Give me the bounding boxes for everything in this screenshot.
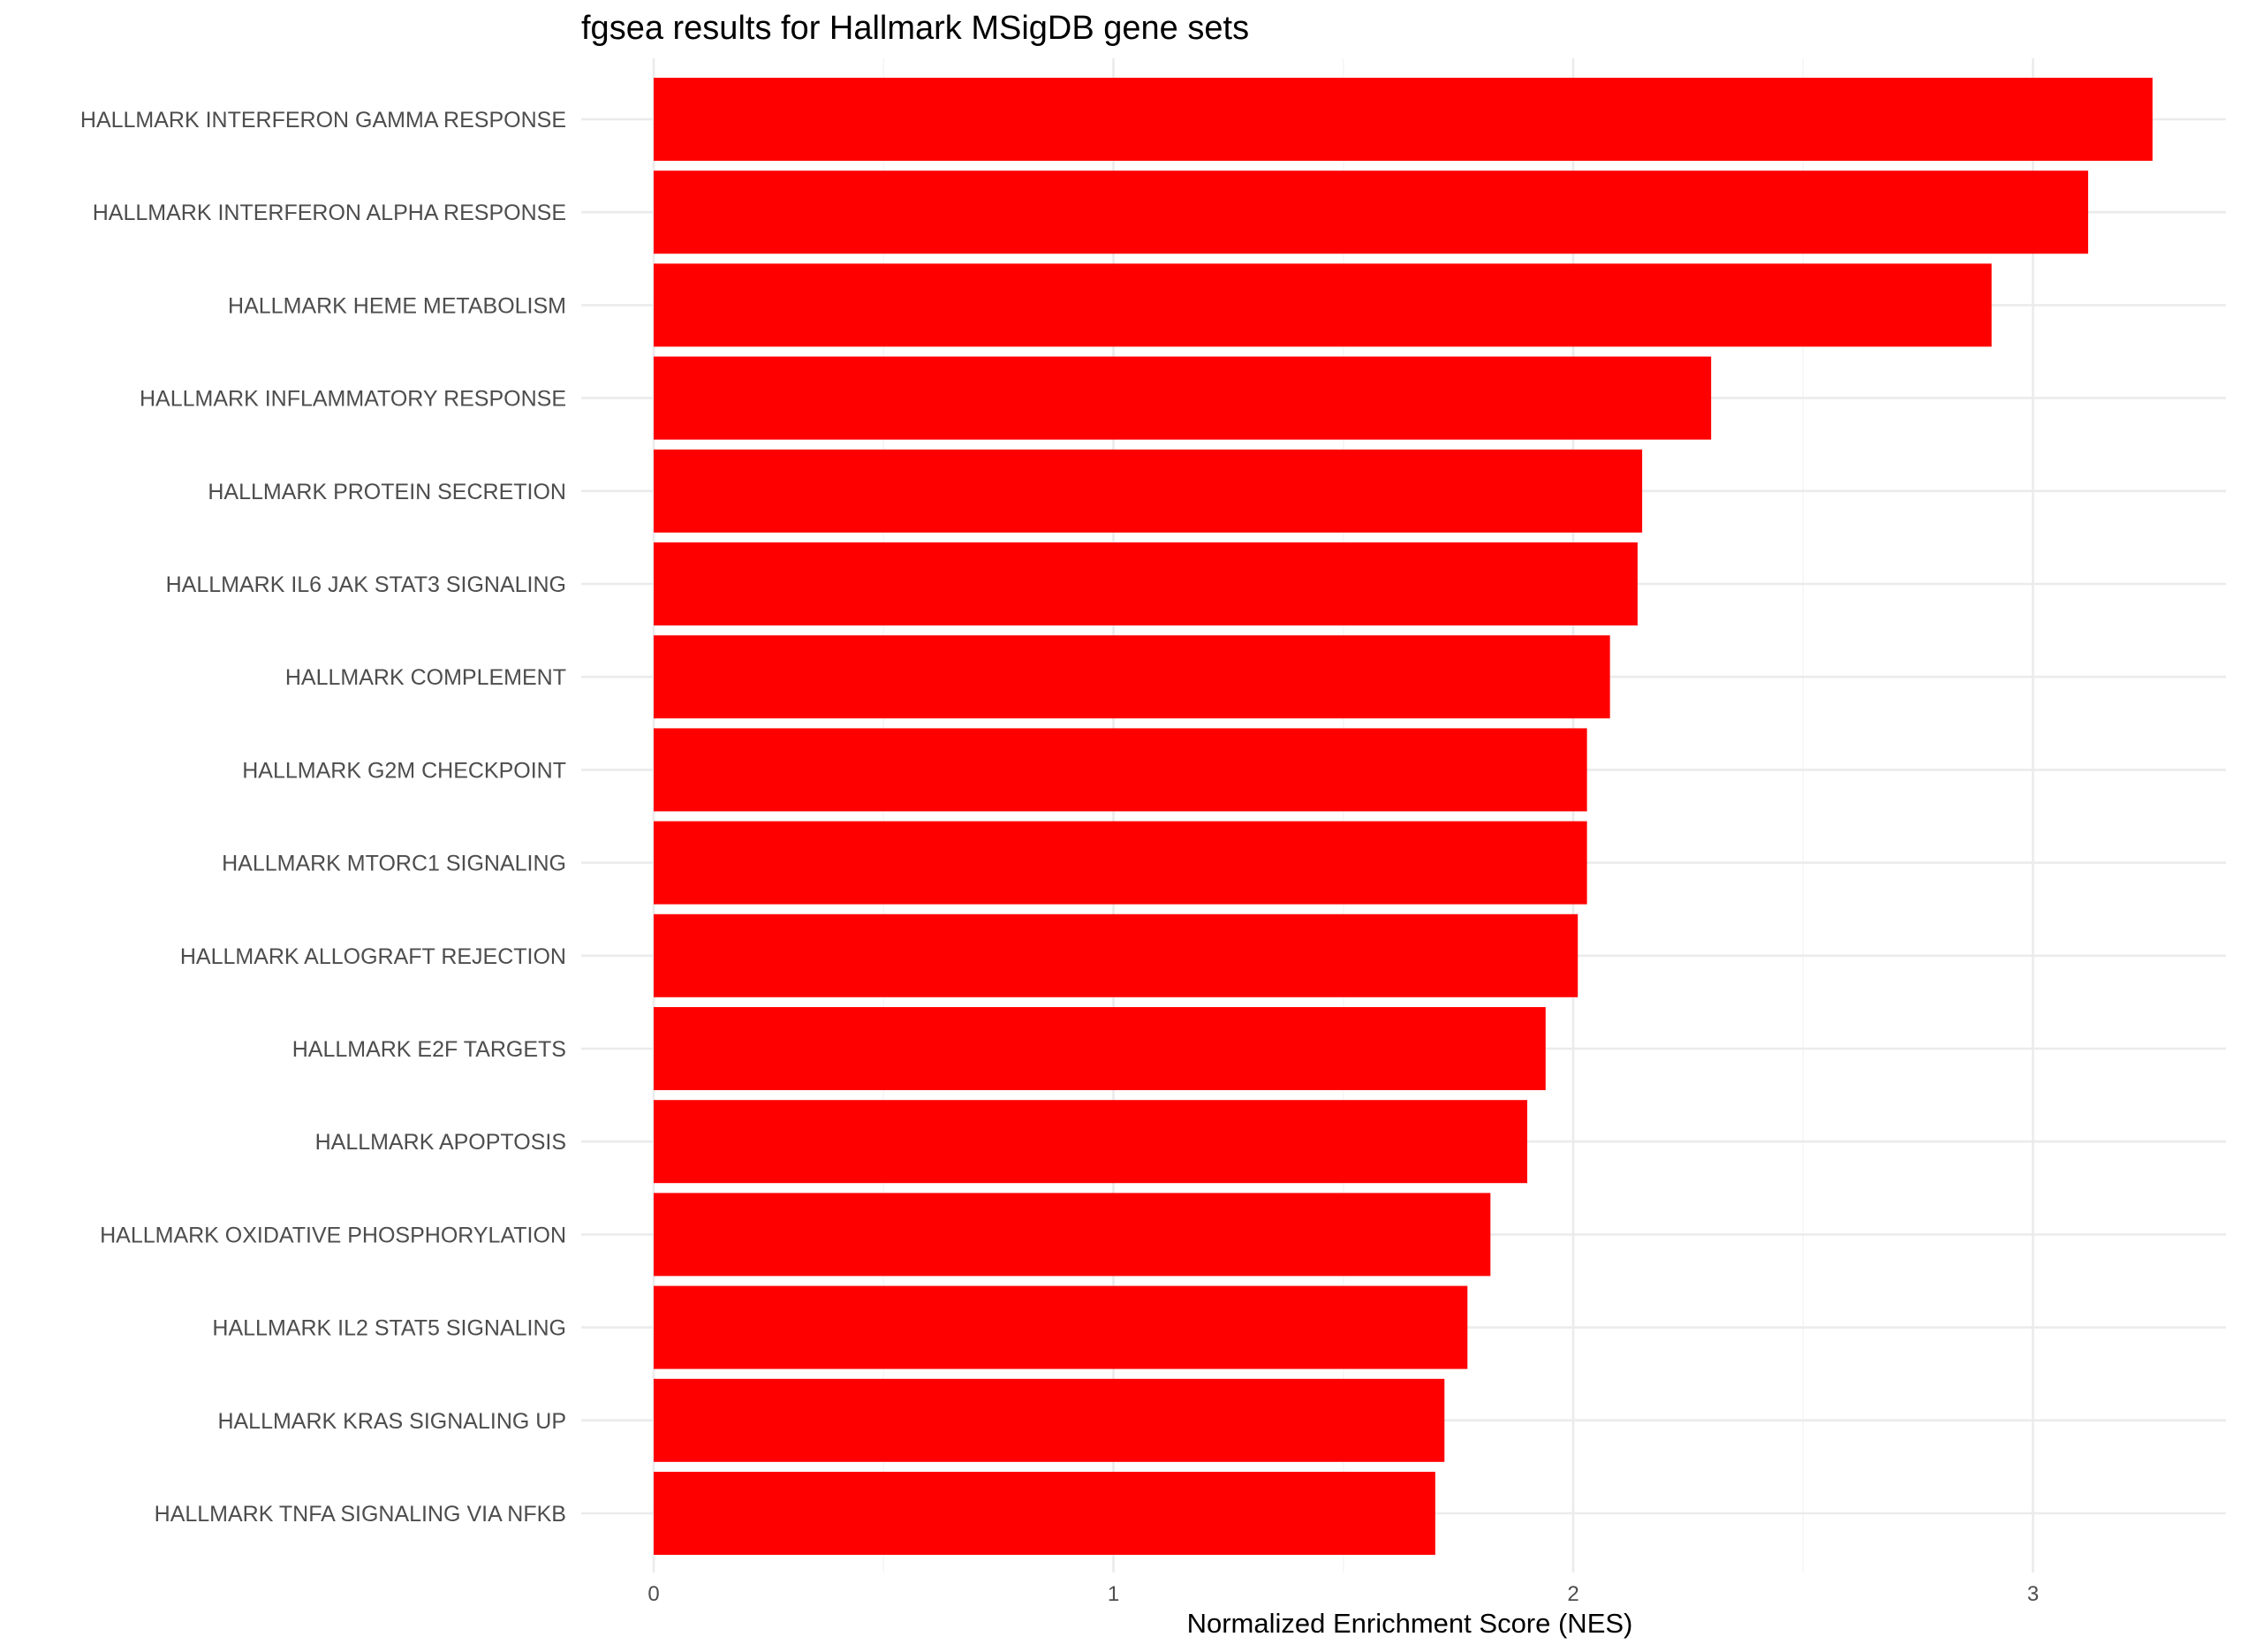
bar-9 (654, 913, 1579, 997)
category-label-14: HALLMARK KRAS SIGNALING UP (217, 1409, 566, 1434)
bar-1 (654, 171, 2088, 254)
category-label-13: HALLMARK IL2 STAT5 SIGNALING (212, 1316, 566, 1341)
category-labels: HALLMARK INTERFERON GAMMA RESPONSE HALLMA… (80, 108, 566, 1527)
category-label-2: HALLMARK HEME METABOLISM (228, 293, 566, 318)
category-label-12: HALLMARK OXIDATIVE PHOSPHORYLATION (100, 1223, 566, 1247)
bar-3 (654, 356, 1712, 440)
category-label-0: HALLMARK INTERFERON GAMMA RESPONSE (80, 108, 566, 133)
bar-4 (654, 449, 1643, 533)
category-label-8: HALLMARK MTORC1 SIGNALING (222, 852, 566, 876)
category-label-1: HALLMARK INTERFERON ALPHA RESPONSE (93, 201, 566, 225)
bar-11 (654, 1100, 1527, 1184)
bar-6 (654, 635, 1610, 719)
bar-5 (654, 542, 1638, 625)
bar-10 (654, 1007, 1546, 1090)
bars (654, 78, 2153, 1555)
x-axis-title: Normalized Enrichment Score (NES) (1187, 1608, 1633, 1639)
x-tick-label-1: 1 (1108, 1582, 1119, 1606)
category-label-4: HALLMARK PROTEIN SECRETION (208, 480, 566, 504)
bar-7 (654, 728, 1587, 812)
x-tick-label-0: 0 (647, 1582, 659, 1606)
bar-12 (654, 1193, 1491, 1277)
bar-14 (654, 1378, 1445, 1462)
x-tick-labels: 0 1 2 3 (647, 1582, 2039, 1606)
x-tick-label-3: 3 (2027, 1582, 2039, 1606)
category-label-5: HALLMARK IL6 JAK STAT3 SIGNALING (166, 572, 566, 597)
x-tick-label-2: 2 (1567, 1582, 1579, 1606)
category-label-15: HALLMARK TNFA SIGNALING VIA NFKB (155, 1502, 566, 1527)
chart-title: fgsea results for Hallmark MSigDB gene s… (581, 10, 1249, 47)
bar-2 (654, 263, 1992, 347)
category-label-6: HALLMARK COMPLEMENT (285, 665, 566, 690)
bar-8 (654, 821, 1587, 905)
bar-13 (654, 1285, 1468, 1369)
bar-0 (654, 78, 2153, 161)
category-label-11: HALLMARK APOPTOSIS (315, 1130, 566, 1155)
bar-15 (654, 1472, 1435, 1555)
category-label-3: HALLMARK INFLAMMATORY RESPONSE (140, 387, 566, 412)
category-label-7: HALLMARK G2M CHECKPOINT (242, 758, 566, 783)
category-label-10: HALLMARK E2F TARGETS (292, 1037, 566, 1062)
category-label-9: HALLMARK ALLOGRAFT REJECTION (180, 944, 566, 969)
